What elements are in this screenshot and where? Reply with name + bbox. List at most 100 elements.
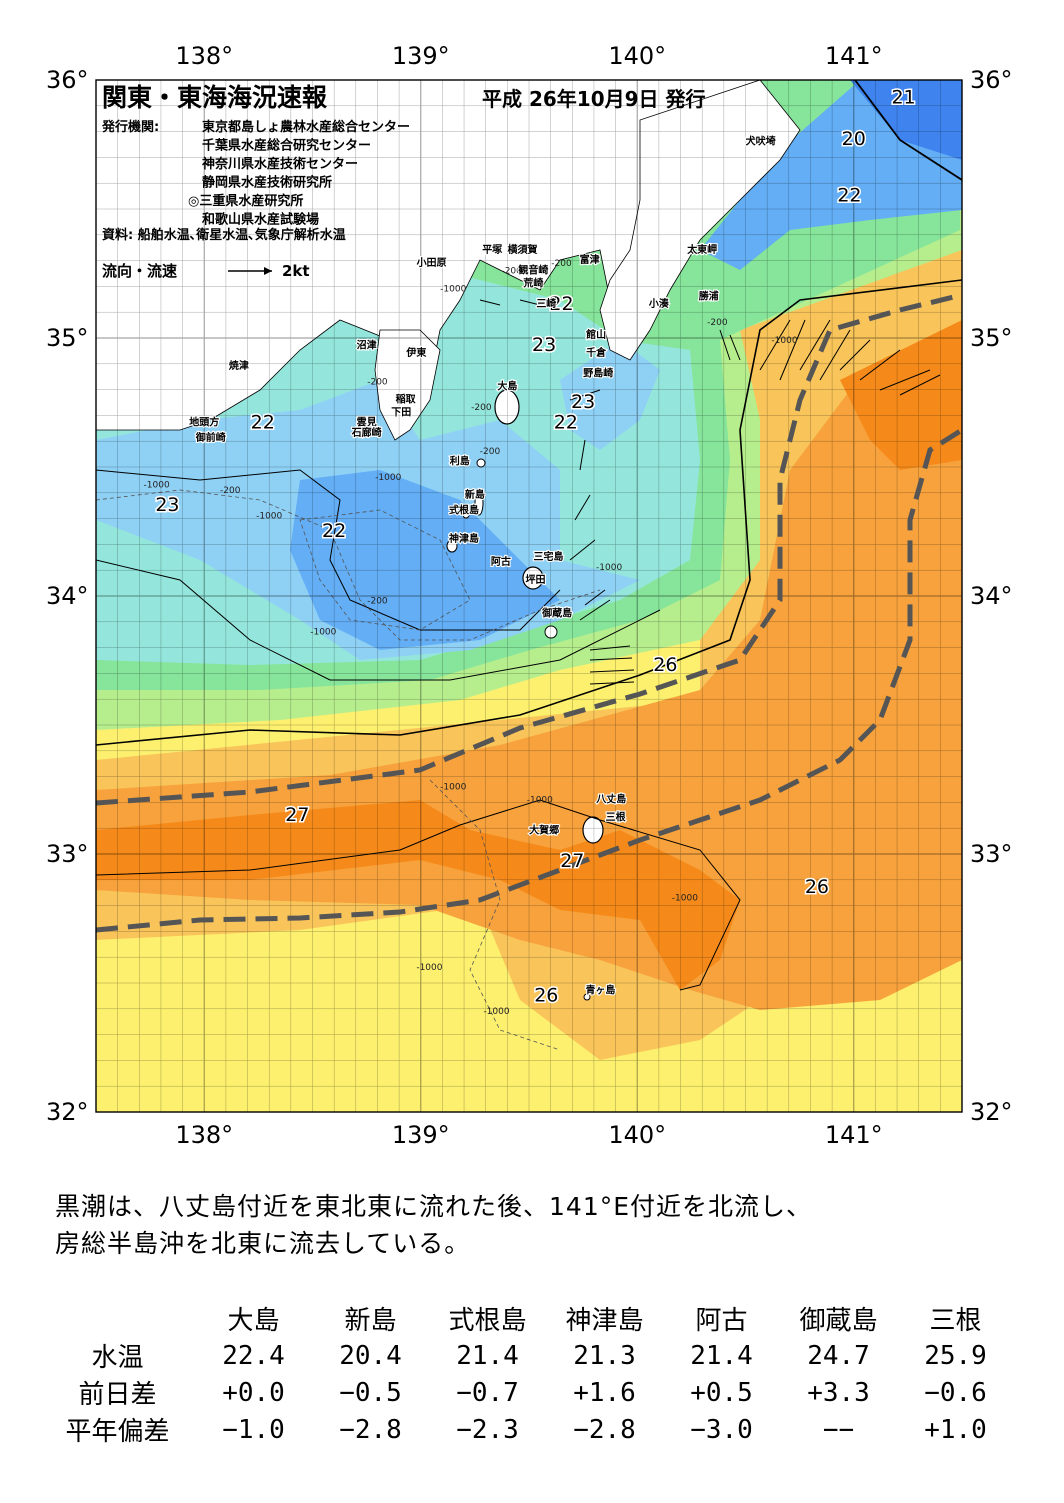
depth-label: -200 (471, 403, 492, 413)
place-label: 犬吠埼 (746, 135, 776, 148)
latitude-label: 33° (970, 840, 1013, 868)
isotherm-label: 27 (560, 850, 584, 872)
latitude-label: 36° (970, 66, 1013, 94)
place-label: 坪田 (525, 573, 545, 586)
island-niijima (474, 490, 484, 516)
publisher-name: 東京都島しょ農林水産総合センター (202, 119, 410, 135)
place-label: 石廊崎 (351, 426, 382, 439)
place-label: 小湊 (648, 297, 670, 310)
place-label: 伊東 (405, 346, 426, 359)
place-label: 神津島 (449, 532, 479, 545)
table-row: 平年偏差 −1.0 −2.8 −2.3 −2.8 −3.0 −− +1.0 (40, 1411, 1014, 1448)
place-label: 三宅島 (533, 550, 563, 563)
depth-label: -1000 (771, 336, 797, 346)
latitude-labels-right: 36° 35° 34° 33° 32° (970, 66, 1013, 1126)
place-label: 青ヶ島 (585, 983, 615, 996)
isotherm-26-line (96, 279, 962, 746)
longitude-label: 141° (825, 42, 883, 70)
isotherm-label: 26 (534, 984, 558, 1006)
row-label: 平年偏差 (65, 1417, 170, 1447)
table-cell: +1.0 (924, 1414, 987, 1445)
table-cell: −2.8 (573, 1414, 636, 1445)
isotherm-label: 23 (571, 391, 595, 413)
table-corner (40, 1300, 195, 1337)
latitude-label: 36° (46, 66, 89, 94)
table-row: 水温 22.4 20.4 21.4 21.3 21.4 24.7 25.9 (40, 1337, 1014, 1374)
place-label: 千倉 (586, 346, 607, 359)
latitude-label: 32° (46, 1098, 89, 1126)
isotherm-label: 22 (251, 412, 275, 434)
issue-date: 平成 26年10月9日 発行 (482, 87, 706, 111)
summary-line-1: 黒潮は、八丈島付近を東北東に流れた後、141°E付近を北流し、 (55, 1192, 813, 1221)
flow-arrow (589, 645, 635, 685)
longitude-label: 139° (392, 1121, 450, 1149)
depth-label: -1000 (144, 481, 170, 491)
latitude-label: 34° (970, 582, 1013, 610)
isotherm-label: 22 (554, 412, 578, 434)
flow-arrow (569, 389, 611, 621)
kuroshio-axis-south (96, 427, 962, 933)
flow-arrow (479, 299, 741, 361)
latitude-label: 35° (970, 324, 1013, 352)
table-cell: 25.9 (924, 1340, 987, 1371)
depth-label: -200 (501, 267, 522, 277)
place-label: 御蔵島 (541, 607, 572, 620)
island-mikurajima (544, 625, 558, 639)
longitude-labels-bottom: 138° 139° 140° 141° (175, 1121, 882, 1149)
publisher-label: 発行機関: (101, 119, 159, 135)
isotherm-label: 22 (549, 293, 573, 315)
isotherm-23-line (96, 559, 661, 681)
isotherm-label: 27 (285, 804, 309, 826)
longitude-label: 140° (608, 1121, 666, 1149)
table-cell: −1.0 (222, 1414, 285, 1445)
isotherm-label: 26 (653, 654, 677, 676)
table-cell: +3.3 (807, 1377, 870, 1408)
place-label: 三根 (606, 810, 626, 823)
sst-light-blue-sagami (560, 340, 660, 450)
depth-label: -1000 (672, 893, 698, 903)
flow-arrow (759, 319, 941, 396)
table-cell: 21.4 (456, 1340, 519, 1371)
station-header: 神津島 (565, 1306, 644, 1336)
depth-1000-line (96, 489, 601, 641)
publisher-name: 静岡県水産技術研究所 (202, 175, 332, 191)
place-label: 新島 (465, 488, 485, 501)
station-header: 式根島 (448, 1306, 527, 1336)
depth-200-line (299, 509, 471, 631)
longitude-label: 141° (825, 1121, 883, 1149)
depth-label: -200 (707, 318, 728, 328)
publisher-name: 神奈川県水産技術センター (202, 156, 358, 172)
station-header: 御蔵島 (799, 1306, 878, 1336)
table-cell: 24.7 (807, 1340, 870, 1371)
longitude-label: 140° (608, 42, 666, 70)
depth-label: -1000 (440, 783, 466, 793)
station-header: 大島 (227, 1306, 280, 1336)
summary-line-2: 房総半島沖を北東に流去している。 (55, 1229, 471, 1258)
island-miyakejima (522, 566, 544, 590)
station-header: 新島 (344, 1306, 397, 1336)
place-label: 三崎 (536, 297, 556, 310)
place-label: 館山 (585, 328, 606, 341)
isotherm-label: 20 (842, 128, 866, 150)
map-title: 関東・東海海況速報 (102, 83, 328, 112)
place-label: 観音崎 (518, 264, 548, 277)
flow-legend-arrowhead (264, 267, 272, 275)
latitude-label: 35° (46, 324, 89, 352)
longitude-label: 138° (175, 42, 233, 70)
depth-label: -1000 (596, 563, 622, 573)
depth-label: -200 (367, 377, 388, 387)
kuroshio-axis-north (96, 292, 962, 806)
place-label: 大賀郷 (529, 823, 559, 836)
place-label: 荒崎 (522, 276, 543, 289)
sst-dark-orange-zone (96, 800, 740, 990)
place-label: 沼津 (357, 338, 377, 351)
place-label: 太東岬 (686, 243, 717, 256)
place-label: 雲見 (357, 417, 377, 429)
depth-label: -200 (220, 486, 241, 496)
place-label: 小田原 (416, 256, 447, 269)
latitude-label: 34° (46, 582, 89, 610)
table-cell: −2.8 (339, 1414, 402, 1445)
longitude-label: 138° (175, 1121, 233, 1149)
depth-label: -200 (480, 447, 501, 457)
